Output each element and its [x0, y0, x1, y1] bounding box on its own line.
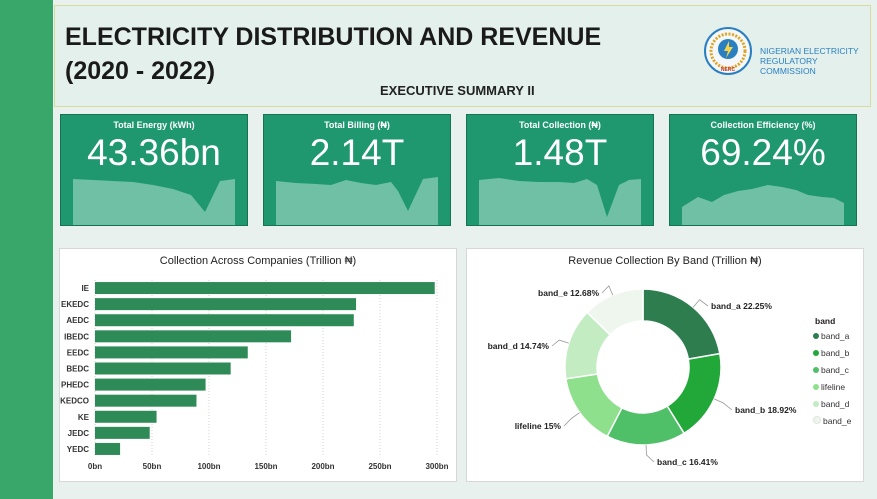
legend-label: band_a	[821, 331, 850, 341]
y-category-label: BEDC	[66, 365, 89, 374]
kpi-value: 69.24%	[700, 132, 826, 173]
kpi-card-efficiency[interactable]: Collection Efficiency (%) 69.24%	[669, 114, 857, 226]
legend-marker	[813, 333, 819, 339]
bar[interactable]	[95, 442, 121, 455]
donut-data-label: band_c 16.41%	[657, 457, 718, 467]
bar-chart: 0bn 50bn 100bn 150bn 200bn 250bn 300bn IE EKEDC A…	[60, 280, 449, 471]
donut-slice-band_a[interactable]	[642, 288, 721, 360]
leader-line	[551, 339, 569, 347]
donut-data-label: lifeline 15%	[515, 421, 562, 431]
bar[interactable]	[95, 410, 157, 423]
kpi-card-billing[interactable]: Total Billing (₦) 2.14T	[263, 114, 451, 226]
leader-line	[692, 299, 709, 308]
kpi-value: 43.36bn	[87, 132, 221, 173]
bar[interactable]	[95, 282, 435, 295]
sidebar	[0, 0, 53, 499]
kpi-title: Collection Efficiency (%)	[710, 120, 816, 130]
leader-line	[563, 412, 580, 427]
y-category-label: IBEDC	[64, 332, 89, 341]
y-category-label: KE	[78, 413, 90, 422]
leader-line	[601, 285, 614, 296]
bar[interactable]	[95, 394, 197, 407]
legend-item-band_c[interactable]: band_c	[813, 365, 849, 375]
x-tick-label: 100bn	[197, 462, 220, 471]
kpi-card-energy[interactable]: Total Energy (kWh) 43.36bn	[60, 114, 248, 226]
header-banner: ELECTRICITY DISTRIBUTION AND REVENUE (20…	[54, 5, 871, 107]
legend-item-band_e[interactable]: band_e	[813, 416, 851, 426]
page-title: ELECTRICITY DISTRIBUTION AND REVENUE (20…	[65, 20, 625, 88]
y-category-label: EEDC	[67, 348, 89, 357]
bar-chart-panel: Collection Across Companies (Trillion ₦)…	[59, 248, 457, 482]
legend-marker	[813, 416, 821, 424]
x-tick-label: 50bn	[143, 462, 162, 471]
legend-marker	[813, 350, 819, 356]
donut-data-label: band_d 14.74%	[488, 341, 550, 351]
x-tick-label: 250bn	[368, 462, 391, 471]
donut-data-label: band_a 22.25%	[711, 301, 772, 311]
svg-text:NERC: NERC	[721, 67, 736, 73]
bar[interactable]	[95, 298, 357, 311]
bar[interactable]	[95, 346, 248, 359]
y-category-label: EKEDC	[61, 300, 89, 309]
y-category-label: AEDC	[66, 316, 89, 325]
donut-chart: band_a 22.25% band_b 18.92% band_c 16.41% l…	[488, 285, 797, 467]
donut-data-label: band_e 12.68%	[538, 288, 599, 298]
donut-data-label: band_b 18.92%	[735, 405, 797, 415]
y-category-label: JEDC	[68, 429, 90, 438]
x-tick-label: 300bn	[425, 462, 448, 471]
org-line2: REGULATORY COMMISSION	[760, 56, 818, 76]
nerc-logo: NERC	[704, 27, 752, 75]
leader-line	[714, 398, 733, 411]
kpi-value: 1.48T	[512, 132, 608, 173]
legend-item-band_b[interactable]: band_b	[813, 348, 849, 358]
bar-chart-title: Collection Across Companies (Trillion ₦)	[159, 255, 357, 267]
y-category-label: KEDCO	[60, 397, 89, 406]
legend-label: band_e	[823, 416, 852, 426]
y-category-label: PHEDC	[61, 381, 89, 390]
legend-label: band_c	[821, 365, 849, 375]
leader-line	[645, 444, 655, 463]
bar[interactable]	[95, 378, 206, 391]
legend-label: lifeline	[821, 382, 846, 392]
legend-item-band_a[interactable]: band_a	[813, 331, 849, 341]
page-title-line2: (2020 - 2022)	[65, 57, 216, 85]
kpi-title: Total Collection (₦)	[519, 120, 601, 130]
legend-marker	[813, 367, 819, 373]
legend-marker	[813, 384, 819, 390]
kpi-sparkline	[276, 177, 438, 225]
x-tick-label: 200bn	[311, 462, 334, 471]
x-tick-label: 150bn	[254, 462, 277, 471]
kpi-card-collection[interactable]: Total Collection (₦) 1.48T	[466, 114, 654, 226]
kpi-title: Total Billing (₦)	[324, 120, 390, 130]
legend-label: band_b	[821, 348, 850, 358]
bar[interactable]	[95, 330, 292, 343]
org-line1: NIGERIAN ELECTRICITY	[760, 46, 859, 56]
y-category-label: YEDC	[67, 445, 89, 454]
bar[interactable]	[95, 314, 354, 327]
donut-chart-panel: Revenue Collection By Band (Trillion ₦) …	[466, 248, 864, 482]
bar[interactable]	[95, 426, 150, 439]
legend-item-band_d[interactable]: band_d	[813, 399, 849, 409]
kpi-value: 2.14T	[309, 132, 405, 173]
donut-chart-title: Revenue Collection By Band (Trillion ₦)	[568, 255, 762, 267]
page-title-line1: ELECTRICITY DISTRIBUTION AND REVENUE	[65, 23, 602, 51]
y-category-label: IE	[81, 284, 89, 293]
x-tick-label: 0bn	[88, 462, 102, 471]
organization-name: NIGERIAN ELECTRICITY REGULATORY COMMISSI…	[760, 46, 875, 76]
kpi-title: Total Energy (kWh)	[113, 120, 195, 130]
legend-item-lifeline[interactable]: lifeline	[813, 382, 845, 392]
legend-marker	[813, 401, 819, 407]
kpi-sparkline	[479, 178, 641, 225]
donut-slice-band_e[interactable]	[586, 288, 644, 336]
bar[interactable]	[95, 362, 231, 375]
kpi-sparkline	[682, 185, 844, 225]
page-subtitle: EXECUTIVE SUMMARY II	[380, 83, 535, 98]
legend-label: band_d	[821, 399, 850, 409]
kpi-sparkline	[73, 179, 235, 225]
legend-title: band	[815, 316, 836, 326]
